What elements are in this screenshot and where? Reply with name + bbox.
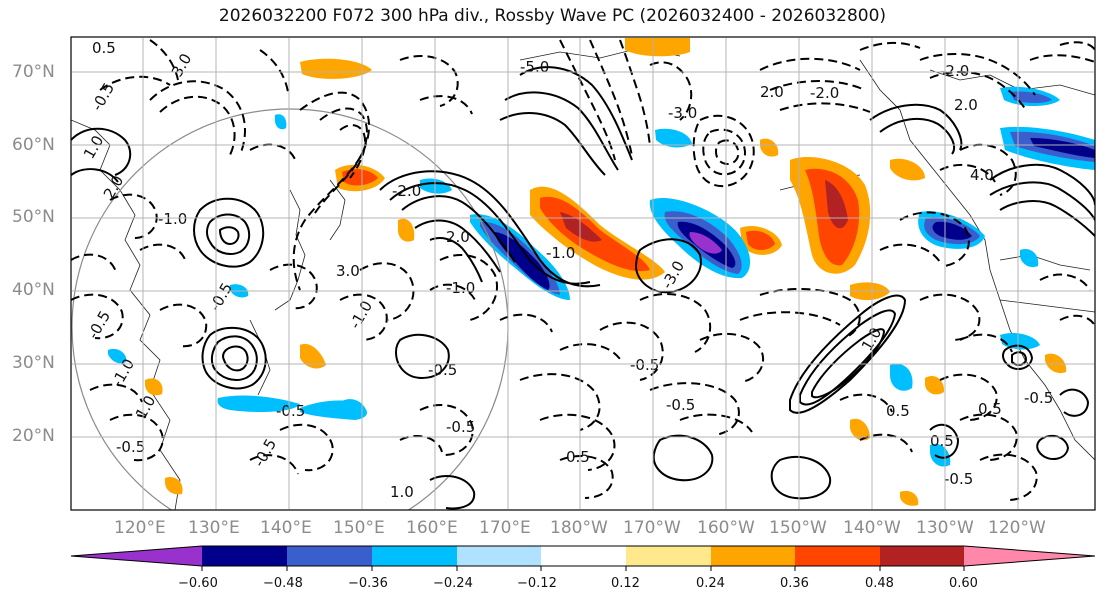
- lon-label-140e: 140°E: [260, 518, 312, 538]
- solid-contours: [71, 66, 1095, 510]
- colorbar-segment: [880, 546, 964, 566]
- colorbar-tick-label: 0.60: [949, 576, 978, 591]
- contour-label: 1.0: [80, 132, 108, 162]
- contour-label: -0.5: [666, 396, 695, 414]
- colorbar-ticks: [201, 566, 965, 571]
- lon-label-150w: 150°W: [769, 518, 827, 538]
- contour-label: 2.0: [760, 83, 784, 101]
- contour-label: 2.0: [446, 228, 470, 246]
- lat-label-60: 60°N: [12, 135, 55, 155]
- colorbar-segment-min: [71, 546, 202, 566]
- contour-label: 4.0: [970, 166, 994, 184]
- contour-label: -3.0: [668, 104, 697, 122]
- contour-label: -3.0: [658, 258, 688, 292]
- colorbar-tick-label: −0.36: [348, 576, 388, 591]
- contour-label: -0.5: [88, 80, 118, 114]
- contour-label: 3.0: [168, 50, 196, 80]
- colorbar-tick-label: 0.36: [780, 576, 809, 591]
- rossby-wave-circle: [71, 108, 509, 510]
- contour-label: -2.0: [392, 182, 421, 200]
- contour-label: -0.5: [250, 436, 280, 470]
- contour-label: -0.5: [944, 470, 973, 488]
- contour-label: -1.0: [158, 210, 187, 228]
- contour-label: -0.5: [276, 402, 305, 420]
- contour-label: 0.5: [566, 448, 590, 466]
- colorbar-tick-label: 0.12: [611, 576, 640, 591]
- contour-label: 1.0: [390, 483, 414, 501]
- contour-label: 2.0: [100, 172, 128, 202]
- lon-label-180w: 180°W: [550, 518, 608, 538]
- lon-label-160e: 160°E: [406, 518, 458, 538]
- positive-shading: [145, 38, 1067, 506]
- colorbar-segment-max: [964, 546, 1095, 566]
- colorbar-tick-label: −0.60: [178, 576, 218, 591]
- lat-label-20: 20°N: [12, 426, 55, 446]
- lon-label-170e: 170°E: [479, 518, 531, 538]
- contour-label: -1.0: [546, 244, 575, 262]
- colorbar-segment: [372, 546, 457, 566]
- lat-label-50: 50°N: [12, 207, 55, 227]
- map-border: [70, 36, 1096, 511]
- colorbar-tick-label: −0.24: [433, 576, 473, 591]
- colorbar-segment: [287, 546, 372, 566]
- contour-label: 3.0: [336, 262, 360, 280]
- colorbar-tick-label: −0.12: [517, 576, 557, 591]
- contour-label: 0.5: [886, 402, 910, 420]
- lon-label-150e: 150°E: [333, 518, 385, 538]
- coastlines: [71, 47, 1095, 510]
- colorbar-segment: [541, 546, 626, 566]
- contour-label: -1.0: [108, 356, 138, 390]
- negative-shading: [108, 86, 1095, 467]
- contour-label: 0.5: [92, 39, 116, 57]
- colorbar-segment: [795, 546, 880, 566]
- colorbar-segment: [626, 546, 711, 566]
- map-title: 2026032200 F072 300 hPa div., Rossby Wav…: [218, 6, 887, 26]
- contour-label: -0.5: [116, 438, 145, 456]
- colorbar-segment: [457, 546, 541, 566]
- contour-label: 0.5: [930, 432, 954, 450]
- lon-label-120e: 120°E: [114, 518, 166, 538]
- contour-label: -0.5: [446, 418, 475, 436]
- colorbar-tick-label: 0.24: [696, 576, 725, 591]
- lat-label-70: 70°N: [12, 62, 55, 82]
- map-frame-content: 0.5 3.0 -0.5 1.0 2.0 -1.0 -5.0 -3.0 3.0 …: [71, 38, 1095, 510]
- colorbar-segment: [711, 546, 795, 566]
- lon-label-160w: 160°W: [697, 518, 755, 538]
- colorbar-tick-label: 0.48: [865, 576, 894, 591]
- contour-label: -1.0: [446, 279, 475, 297]
- gridlines: [72, 38, 1094, 509]
- contour-label: -0.5: [1024, 389, 1053, 407]
- contour-label: -2.0: [940, 62, 969, 80]
- contour-label: -2.0: [810, 84, 839, 102]
- colorbar-segment: [202, 546, 287, 566]
- contour-label: -1.0: [346, 298, 376, 332]
- lon-label-140w: 140°W: [843, 518, 901, 538]
- colorbar-tick-label: −0.48: [263, 576, 303, 591]
- lon-label-170w: 170°W: [623, 518, 681, 538]
- contour-label: -5.0: [520, 58, 549, 76]
- contour-label: -0.5: [630, 356, 659, 374]
- contour-label: 0.5: [978, 400, 1002, 418]
- lat-label-30: 30°N: [12, 353, 55, 373]
- lon-label-120w: 120°W: [988, 518, 1046, 538]
- contour-label: 1.0: [132, 392, 160, 422]
- lat-label-40: 40°N: [12, 280, 55, 300]
- lon-label-130e: 130°E: [188, 518, 240, 538]
- lon-label-130w: 130°W: [916, 518, 974, 538]
- colorbar: [70, 545, 1096, 571]
- dashed-contours: [71, 39, 1095, 501]
- contour-label: 2.0: [954, 96, 978, 114]
